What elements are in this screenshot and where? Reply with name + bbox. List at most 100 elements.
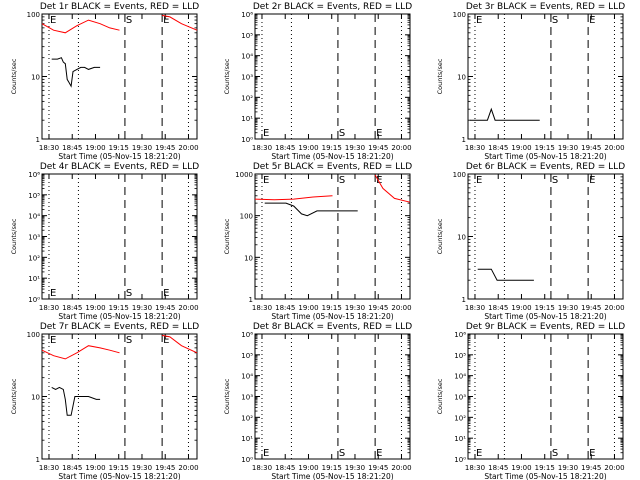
event-marker-label: E — [476, 175, 482, 186]
y-tick-label: 10⁶ — [241, 331, 253, 339]
y-axis-label: Counts/sec — [436, 378, 444, 414]
y-tick-label: 10¹ — [241, 435, 253, 443]
chart-panel: Det 7r BLACK = Events, RED = LLD 1 10 100 18… — [10, 322, 199, 480]
x-axis-label: Start Time (05-Nov-15 18:21:20) — [271, 472, 393, 480]
y-tick-label: 1 — [36, 456, 40, 464]
y-tick-label: 10¹ — [28, 275, 40, 283]
x-tick-label: 19:15 — [535, 144, 555, 152]
y-tick-label: 10 — [244, 254, 253, 262]
event-marker-label: S — [552, 448, 558, 459]
x-tick-label: 19:45 — [581, 304, 601, 312]
plot-frame — [467, 333, 624, 460]
x-tick-label: 20:00 — [178, 144, 198, 152]
x-tick-label: 19:30 — [132, 304, 152, 312]
x-tick-label: 20:00 — [604, 464, 624, 472]
lld-series-line — [162, 334, 198, 354]
y-tick-label: 100 — [453, 171, 466, 179]
event-marker-label: S — [552, 175, 558, 186]
chart-panel: Det 6r BLACK = Events, RED = LLD 1 10 100 18… — [436, 162, 625, 321]
x-axis-label: Start Time (05-Nov-15 18:21:20) — [58, 312, 180, 321]
event-marker-label: E — [263, 128, 269, 139]
event-marker-label: E — [589, 448, 595, 459]
y-tick-label: 10⁰ — [28, 296, 40, 304]
chart-title: Det 4r BLACK = Events, RED = LLD — [40, 162, 199, 172]
x-tick-label: 20:00 — [391, 144, 411, 152]
x-tick-label: 19:00 — [298, 144, 318, 152]
x-tick-label: 19:15 — [322, 464, 342, 472]
y-tick-label: 10³ — [241, 74, 253, 82]
x-tick-label: 19:00 — [85, 464, 105, 472]
x-tick-label: 20:00 — [604, 304, 624, 312]
y-tick-label: 10¹ — [454, 435, 466, 443]
x-tick-label: 18:30 — [39, 144, 59, 152]
x-tick-label: 20:00 — [178, 304, 198, 312]
y-tick-label: 10⁶ — [241, 11, 253, 19]
y-axis-label: Counts/sec — [223, 378, 231, 414]
y-tick-label: 10⁶ — [28, 171, 40, 179]
x-axis-label: Start Time (05-Nov-15 18:21:20) — [271, 312, 393, 321]
chart-panel: Det 1r BLACK = Events, RED = LLD 1 10 100 18… — [10, 2, 199, 161]
x-tick-label: 19:45 — [368, 464, 388, 472]
x-tick-label: 19:00 — [511, 464, 531, 472]
event-marker-label: E — [263, 175, 269, 186]
y-tick-label: 10³ — [241, 394, 253, 402]
event-marker-label: E — [50, 288, 56, 299]
y-tick-label: 100 — [27, 11, 40, 19]
y-axis-label: Counts/sec — [10, 58, 18, 94]
y-tick-label: 10⁰ — [241, 456, 253, 464]
x-tick-label: 19:45 — [368, 304, 388, 312]
events-series-line — [51, 57, 101, 88]
chart-panel: Det 9r BLACK = Events, RED = LLD 10⁰ 10¹ 10… — [436, 322, 625, 480]
y-tick-label: 10² — [28, 254, 40, 262]
event-marker-label: E — [589, 15, 595, 26]
x-tick-label: 19:30 — [558, 144, 578, 152]
y-tick-label: 10⁴ — [241, 373, 253, 381]
x-tick-label: 20:00 — [178, 464, 198, 472]
y-tick-label: 1 — [462, 136, 466, 144]
x-tick-label: 19:00 — [511, 144, 531, 152]
lld-series-line — [254, 195, 333, 201]
lld-series-line — [374, 174, 411, 203]
y-axis-label: Counts/sec — [223, 58, 231, 94]
plot-frame — [254, 13, 411, 140]
x-tick-label: 18:30 — [465, 304, 485, 312]
plot-frame — [467, 173, 624, 300]
x-tick-label: 20:00 — [391, 464, 411, 472]
x-tick-label: 18:45 — [275, 144, 295, 152]
y-tick-label: 10³ — [28, 234, 40, 242]
x-tick-label: 19:15 — [109, 304, 129, 312]
y-axis-label: Counts/sec — [10, 378, 18, 414]
x-tick-label: 19:00 — [85, 304, 105, 312]
x-tick-label: 20:00 — [391, 304, 411, 312]
x-tick-label: 18:30 — [252, 464, 272, 472]
y-tick-label: 10² — [241, 94, 253, 102]
y-tick-label: 10⁴ — [28, 213, 40, 221]
event-marker-label: S — [339, 175, 345, 186]
x-tick-label: 19:00 — [298, 464, 318, 472]
y-tick-label: 10 — [31, 74, 40, 82]
y-tick-label: 10 — [457, 234, 466, 242]
x-tick-label: 18:30 — [252, 304, 272, 312]
y-tick-label: 10⁵ — [241, 32, 253, 40]
x-tick-label: 18:45 — [62, 304, 82, 312]
event-marker-label: E — [376, 175, 382, 186]
x-tick-label: 19:45 — [368, 144, 388, 152]
plot-frame — [254, 333, 411, 460]
chart-title: Det 7r BLACK = Events, RED = LLD — [40, 322, 199, 332]
event-marker-label: E — [50, 15, 56, 26]
event-marker-label: S — [552, 15, 558, 26]
x-tick-label: 18:30 — [465, 144, 485, 152]
plot-frame — [467, 13, 624, 140]
x-tick-label: 19:15 — [322, 304, 342, 312]
y-axis-label: Counts/sec — [436, 218, 444, 254]
y-tick-label: 10² — [454, 414, 466, 422]
event-marker-label: S — [339, 448, 345, 459]
y-tick-label: 10⁵ — [454, 352, 466, 360]
x-tick-label: 19:45 — [581, 464, 601, 472]
chart-panel: Det 5r BLACK = Events, RED = LLD 1 10 100 10… — [223, 162, 412, 321]
event-marker-label: E — [163, 288, 169, 299]
x-tick-label: 19:00 — [298, 304, 318, 312]
event-marker-label: E — [263, 448, 269, 459]
x-tick-label: 18:45 — [488, 304, 508, 312]
